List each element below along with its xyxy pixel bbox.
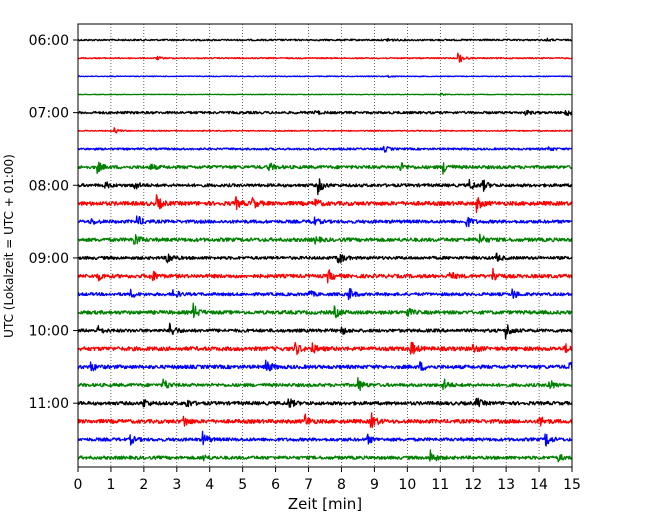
trace-line-row-19 — [77, 377, 573, 392]
x-tick-label: 7 — [304, 477, 313, 493]
trace-line-row-17 — [77, 341, 573, 356]
x-tick-label: 8 — [337, 477, 346, 493]
x-tick-label: 2 — [139, 477, 148, 493]
x-axis-ticks: 0 1 2 3 4 5 6 7 8 9 10 11 12 13 14 15 — [74, 467, 581, 493]
y-tick-label: 10:00 — [29, 324, 69, 340]
x-tick-label: 4 — [205, 477, 214, 493]
y-tick-label: 07:00 — [29, 106, 69, 122]
trace-line-row-20 — [77, 397, 573, 408]
x-tick-label: 1 — [106, 477, 115, 493]
trace-line-row-3 — [77, 92, 573, 96]
trace-line-row-5 — [77, 127, 573, 134]
trace-line-row-2 — [77, 74, 573, 78]
trace-line-row-11 — [77, 233, 573, 245]
trace-line-row-15 — [77, 302, 573, 319]
trace-line-row-21 — [77, 412, 573, 429]
trace-line-row-16 — [77, 322, 573, 340]
x-tick-label: 0 — [74, 477, 83, 493]
y-tick-label: 06:00 — [29, 33, 69, 49]
trace-line-row-12 — [77, 252, 573, 264]
x-tick-label: 13 — [497, 477, 515, 493]
x-tick-label: 3 — [172, 477, 181, 493]
y-axis-ticks: 06:00 07:00 08:00 09:00 10:00 11:00 — [29, 33, 78, 412]
x-tick-label: 12 — [464, 477, 482, 493]
trace-line-row-8 — [77, 178, 573, 196]
vertical-grid — [110, 24, 540, 467]
x-tick-label: 10 — [398, 477, 416, 493]
trace-line-row-1 — [77, 52, 573, 63]
trace-line-row-14 — [77, 288, 573, 301]
trace-line-row-13 — [77, 267, 573, 284]
x-tick-label: 11 — [431, 477, 449, 493]
plot-frame — [77, 23, 573, 468]
y-tick-label: 08:00 — [29, 178, 69, 194]
trace-line-row-10 — [77, 215, 573, 228]
x-axis-label: Zeit [min] — [288, 495, 362, 513]
x-tick-label: 15 — [563, 477, 581, 493]
y-axis-label: UTC (Lokalzeit = UTC + 01:00) — [2, 154, 16, 338]
trace-line-row-0 — [77, 37, 573, 42]
x-tick-label: 14 — [530, 477, 548, 493]
trace-line-row-6 — [77, 145, 573, 153]
y-tick-label: 11:00 — [29, 396, 69, 412]
x-tick-label: 9 — [370, 477, 379, 493]
x-tick-label: 5 — [238, 477, 247, 493]
trace-line-row-9 — [77, 194, 573, 214]
y-tick-label: 09:00 — [29, 251, 69, 267]
seismogram-traces — [77, 37, 573, 463]
x-tick-label: 6 — [271, 477, 280, 493]
trace-line-row-22 — [77, 430, 573, 447]
trace-line-row-18 — [77, 359, 573, 372]
trace-line-row-23 — [77, 449, 573, 463]
trace-line-row-7 — [77, 161, 573, 175]
trace-line-row-4 — [77, 109, 573, 117]
